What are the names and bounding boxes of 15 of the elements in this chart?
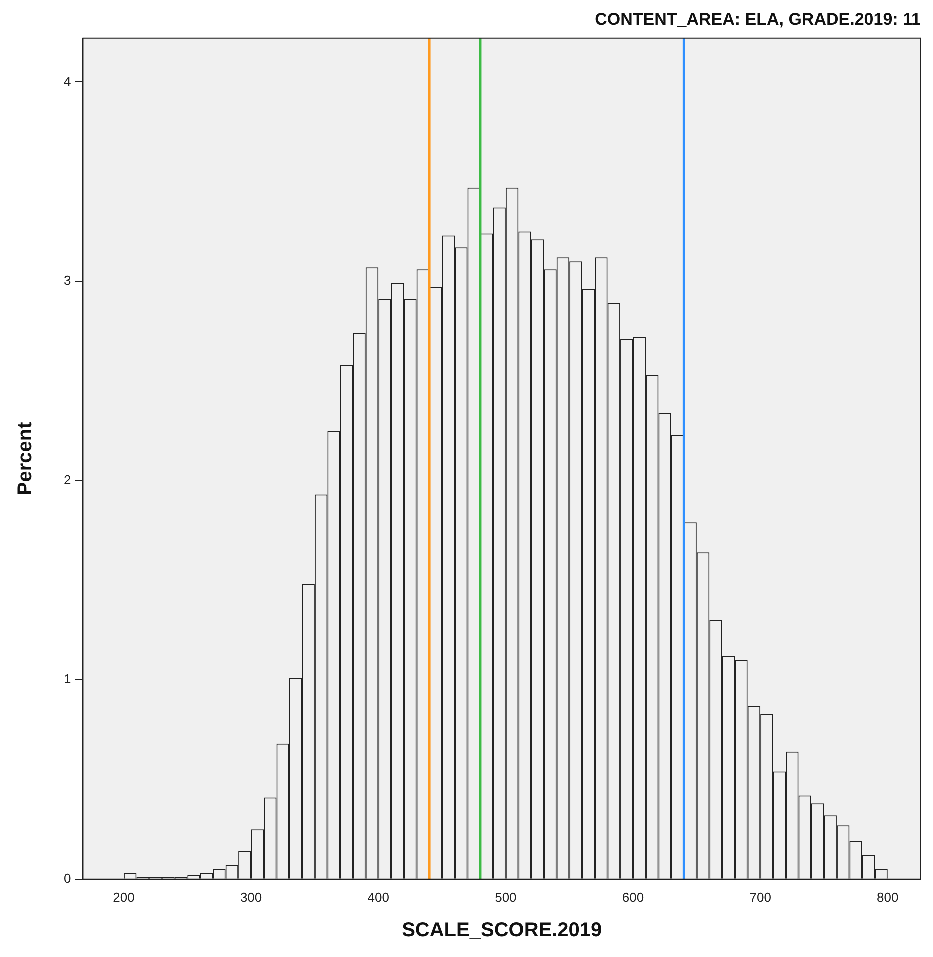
x-tick-label: 400	[368, 890, 390, 905]
x-tick-label: 600	[622, 890, 644, 905]
y-tick-label: 3	[64, 273, 72, 288]
y-tick-label: 1	[64, 672, 72, 687]
x-tick-label: 700	[750, 890, 772, 905]
y-axis-title: Percent	[14, 422, 37, 496]
chart-title: CONTENT_AREA: ELA, GRADE.2019: 11	[595, 10, 921, 29]
x-tick-label: 200	[113, 890, 135, 905]
y-tick-label: 0	[64, 870, 72, 886]
x-tick-label: 800	[877, 890, 899, 905]
y-tick-label: 2	[64, 472, 72, 488]
y-tick-label: 4	[64, 74, 72, 89]
x-axis-title: SCALE_SCORE.2019	[402, 920, 602, 942]
x-tick-label: 500	[495, 890, 517, 905]
x-tick-label: 300	[240, 890, 262, 905]
